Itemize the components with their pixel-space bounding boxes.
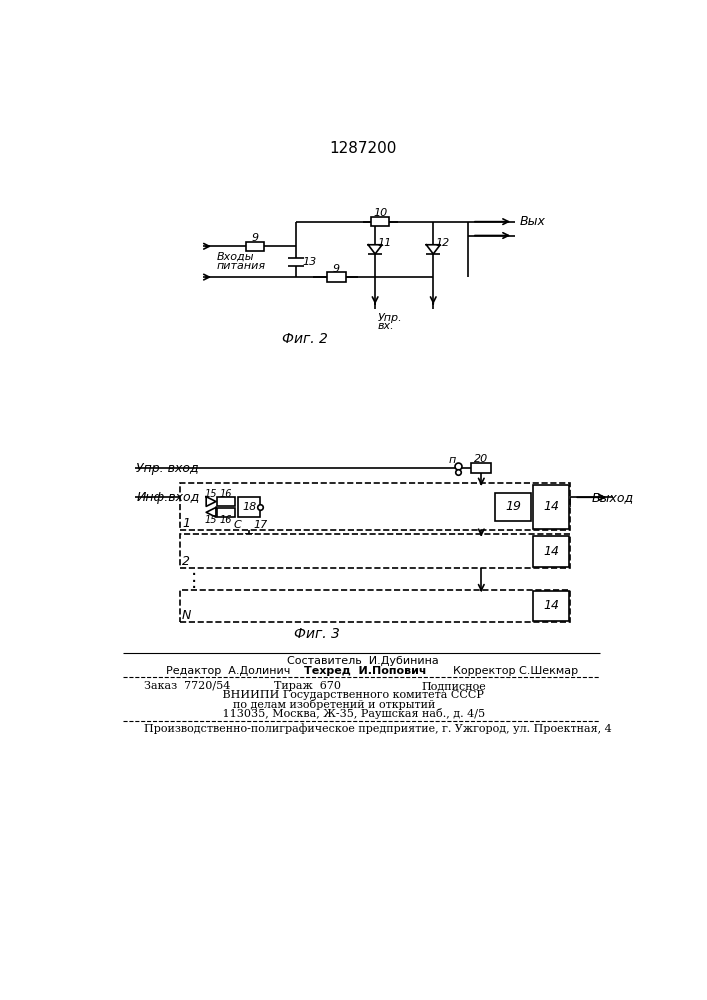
Bar [371, 217, 390, 226]
Text: 11: 11 [378, 238, 392, 248]
Polygon shape [426, 245, 440, 254]
Bar [180, 483, 571, 530]
Text: ·: · [191, 566, 197, 585]
Text: 15: 15 [204, 515, 217, 525]
Text: 13: 13 [303, 257, 317, 267]
Text: Редактор  А.Долинич: Редактор А.Долинич [166, 666, 291, 676]
Text: 9: 9 [252, 233, 259, 243]
Text: Выход: Выход [592, 491, 634, 504]
Text: Производственно-полиграфическое предприятие, г. Ужгород, ул. Проектная, 4: Производственно-полиграфическое предприя… [144, 723, 612, 734]
Text: 10: 10 [373, 208, 387, 218]
Text: 20: 20 [474, 454, 489, 464]
Bar [533, 485, 569, 529]
Text: 18: 18 [242, 502, 257, 512]
Text: 19: 19 [505, 500, 521, 513]
Bar [472, 463, 491, 473]
Text: Составитель  И.Дубинина: Составитель И.Дубинина [287, 656, 438, 666]
Text: 12: 12 [436, 238, 450, 248]
Polygon shape [206, 507, 216, 517]
Text: 14: 14 [543, 500, 559, 513]
Bar [495, 493, 531, 521]
Polygon shape [368, 245, 382, 254]
Text: Фиг. 2: Фиг. 2 [282, 332, 328, 346]
Text: 15: 15 [204, 489, 217, 499]
Bar [327, 272, 346, 282]
Bar [246, 242, 264, 251]
Text: ·: · [191, 572, 197, 591]
Bar [533, 536, 569, 567]
Text: 2: 2 [182, 555, 190, 568]
Bar [238, 497, 260, 517]
Text: 9: 9 [333, 264, 340, 274]
Bar [218, 508, 235, 517]
Text: 1: 1 [182, 517, 190, 530]
Text: Заказ  7720/54: Заказ 7720/54 [144, 681, 230, 691]
Text: Входы: Входы [216, 252, 254, 262]
Text: ·: · [191, 579, 197, 598]
Text: Корректор С.Шекмар: Корректор С.Шекмар [452, 666, 578, 676]
Text: Техред  И.Попович: Техред И.Попович [304, 666, 426, 676]
Text: Фиг. 3: Фиг. 3 [294, 627, 340, 641]
Text: по делам изобретений и открытий: по делам изобретений и открытий [204, 699, 435, 710]
Text: C: C [234, 520, 242, 530]
Text: Упр.: Упр. [378, 313, 402, 323]
Text: Подписное: Подписное [421, 681, 486, 691]
Text: 113035, Москва, Ж-35, Раушская наб., д. 4/5: 113035, Москва, Ж-35, Раушская наб., д. … [204, 708, 485, 719]
Text: п: п [449, 455, 456, 465]
Text: 14: 14 [543, 545, 559, 558]
Bar [218, 497, 235, 506]
Text: Вых: Вых [520, 215, 546, 228]
Polygon shape [206, 497, 216, 506]
Text: ВНИИПИ Государственного комитета СССР: ВНИИПИ Государственного комитета СССР [204, 690, 484, 700]
Text: вх.: вх. [378, 321, 394, 331]
Text: Инф.вход: Инф.вход [136, 491, 199, 504]
Text: Тираж  670: Тираж 670 [274, 681, 341, 691]
Bar [180, 534, 571, 568]
Bar [180, 590, 571, 622]
Text: N: N [181, 609, 191, 622]
Text: 14: 14 [543, 599, 559, 612]
Text: Упр. вход: Упр. вход [136, 462, 199, 475]
Text: 16: 16 [220, 515, 233, 525]
Text: питания: питания [216, 261, 265, 271]
Text: 17: 17 [254, 520, 268, 530]
Bar [533, 591, 569, 620]
Text: 16: 16 [220, 489, 233, 499]
Text: 1287200: 1287200 [329, 141, 397, 156]
